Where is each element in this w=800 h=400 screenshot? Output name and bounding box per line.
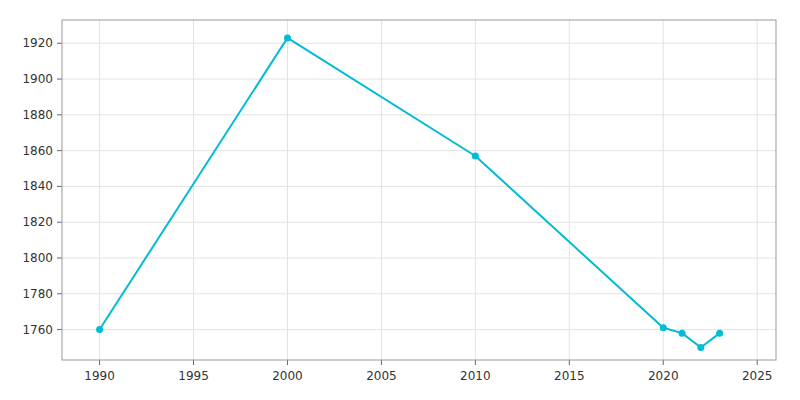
- x-tick-label: 2025: [742, 369, 773, 383]
- y-grid-line: [62, 150, 776, 151]
- x-grid-line: [757, 20, 758, 360]
- series: [96, 34, 723, 351]
- x-tick-label: 2010: [460, 369, 491, 383]
- y-tick: [57, 186, 62, 187]
- y-tick: [57, 150, 62, 151]
- axes: 1990 1995 2000 2005 2010 2015 2020 2025 1760 1780…: [22, 36, 772, 383]
- y-tick-label: 1900: [22, 72, 53, 86]
- grid: [62, 20, 776, 360]
- y-grid-line: [62, 79, 776, 80]
- x-tick-label: 2005: [366, 369, 397, 383]
- x-grid-line: [287, 20, 288, 360]
- y-tick-label: 1820: [22, 215, 53, 229]
- x-tick: [287, 360, 288, 365]
- point: [660, 324, 667, 331]
- x-tick: [569, 360, 570, 365]
- x-grid-line: [475, 20, 476, 360]
- y-tick: [57, 329, 62, 330]
- x-grid-line: [99, 20, 100, 360]
- x-tick-label: 2020: [648, 369, 679, 383]
- point: [716, 330, 723, 337]
- plot-area: [62, 20, 776, 360]
- point: [697, 344, 704, 351]
- y-tick: [57, 79, 62, 80]
- point: [284, 34, 291, 41]
- y-tick-label: 1860: [22, 144, 53, 158]
- y-tick-label: 1800: [22, 251, 53, 265]
- y-tick: [57, 258, 62, 259]
- x-tick-label: 1995: [178, 369, 209, 383]
- y-tick: [57, 222, 62, 223]
- chart-container: 1990 1995 2000 2005 2010 2015 2020 2025 1760 1780…: [0, 0, 800, 400]
- y-tick-label: 1840: [22, 179, 53, 193]
- x-tick: [757, 360, 758, 365]
- x-tick: [99, 360, 100, 365]
- x-tick: [193, 360, 194, 365]
- y-grid-line: [62, 258, 776, 259]
- line: [100, 38, 720, 348]
- plot-frame: [62, 20, 776, 360]
- x-tick-label: 2015: [554, 369, 585, 383]
- x-grid-line: [569, 20, 570, 360]
- y-grid-line: [62, 186, 776, 187]
- y-tick: [57, 293, 62, 294]
- y-tick-label: 1920: [22, 36, 53, 50]
- x-tick-label: 2000: [272, 369, 303, 383]
- x-grid-line: [381, 20, 382, 360]
- y-tick-label: 1760: [22, 323, 53, 337]
- point: [96, 326, 103, 333]
- y-tick: [57, 114, 62, 115]
- x-tick: [381, 360, 382, 365]
- x-tick-label: 1990: [84, 369, 115, 383]
- chart-svg: 1990 1995 2000 2005 2010 2015 2020 2025 1760 1780…: [0, 0, 800, 400]
- x-grid-line: [663, 20, 664, 360]
- x-grid-line: [193, 20, 194, 360]
- point: [472, 153, 479, 160]
- y-tick-label: 1880: [22, 108, 53, 122]
- y-tick-label: 1780: [22, 287, 53, 301]
- y-tick: [57, 43, 62, 44]
- point: [679, 330, 686, 337]
- y-grid-line: [62, 114, 776, 115]
- y-grid-line: [62, 43, 776, 44]
- x-tick: [475, 360, 476, 365]
- x-tick: [663, 360, 664, 365]
- y-grid-line: [62, 293, 776, 294]
